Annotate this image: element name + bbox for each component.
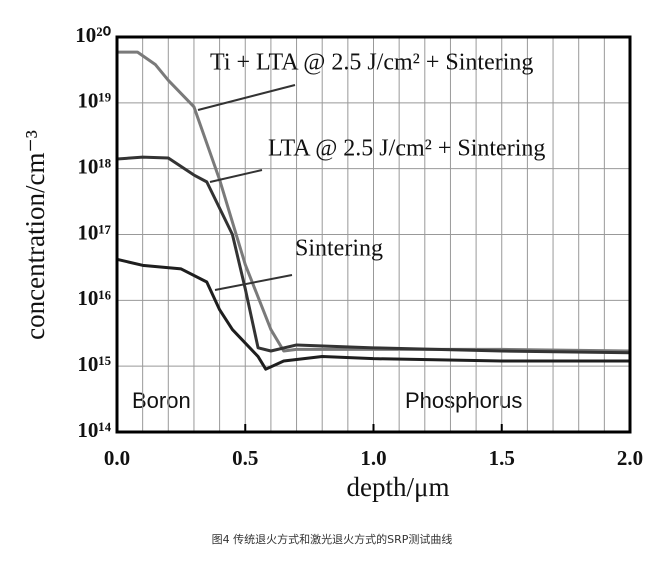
series-line (116, 257, 630, 371)
region-label: Boron (132, 388, 191, 413)
y-tick-label: 10¹⁴ (77, 418, 111, 442)
y-tick-label: 10²⁰ (75, 23, 111, 47)
plot-frame (115, 35, 632, 434)
x-axis-title: depth/μm (347, 472, 450, 502)
series-line (117, 50, 631, 353)
series-label: LTA @ 2.5 J/cm² + Sintering (268, 136, 545, 162)
x-tick-label: 0.5 (232, 446, 258, 470)
caption: 图4 传统退火方式和激光退火方式的SRP测试曲线 (212, 532, 453, 546)
y-tick-label: 10¹⁶ (77, 286, 111, 310)
leader-line (209, 169, 263, 183)
x-tick-label: 1.0 (360, 446, 386, 470)
y-tick-label: 10¹⁵ (77, 352, 111, 376)
series-label: Ti + LTA @ 2.5 J/cm² + Sintering (210, 50, 533, 76)
x-tick-label: 2.0 (617, 446, 643, 470)
y-axis-title: concentration/cm⁻³ (20, 130, 50, 340)
x-tick-label: 0.0 (104, 446, 130, 470)
series-label: Sintering (295, 236, 383, 262)
leader-line (197, 84, 296, 111)
region-label: Phosphorus (405, 388, 522, 413)
series-line (116, 155, 631, 355)
y-tick-label: 10¹⁹ (77, 89, 111, 113)
leader-line (214, 274, 293, 291)
y-tick-label: 10¹⁸ (77, 154, 111, 178)
x-tick-label: 1.5 (489, 446, 515, 470)
y-tick-label: 10¹⁷ (77, 220, 111, 244)
